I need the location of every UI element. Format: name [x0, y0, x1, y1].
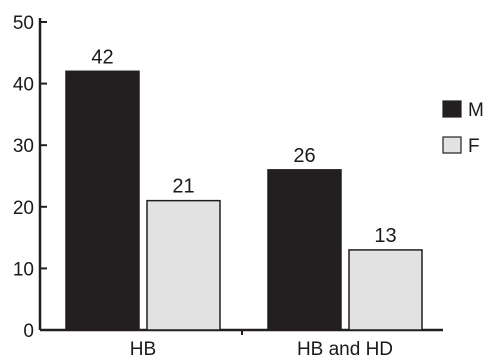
data-label: 26	[293, 145, 315, 167]
bars	[65, 70, 423, 331]
y-tick-label: 10	[13, 259, 34, 280]
data-labels: 42 26 21 13	[91, 46, 396, 247]
category-label: HB	[130, 339, 156, 360]
bar-m-1	[65, 70, 140, 331]
y-tick-label: 0	[23, 321, 34, 342]
category-label: HB and HD	[297, 339, 393, 360]
bar-f-2	[348, 249, 423, 331]
legend: MF	[442, 100, 484, 157]
data-label: 42	[91, 46, 113, 68]
data-label: 21	[172, 176, 194, 198]
category-labels: HB HB and HD	[130, 339, 393, 360]
y-tick-label: 40	[13, 75, 34, 96]
y-tick-label: 20	[13, 198, 34, 219]
legend-label: F	[468, 136, 480, 157]
data-label: 13	[374, 225, 396, 247]
y-tick-label: 50	[13, 13, 34, 34]
y-tick-label: 30	[13, 136, 34, 157]
legend-label: M	[468, 100, 484, 121]
legend-swatch-f	[442, 136, 462, 154]
legend-swatch-m	[442, 100, 462, 118]
y-axis-ticks: 0 10 20 30 40 50	[13, 13, 47, 342]
bar-m-2	[267, 169, 342, 331]
bar-f-1	[146, 199, 221, 331]
